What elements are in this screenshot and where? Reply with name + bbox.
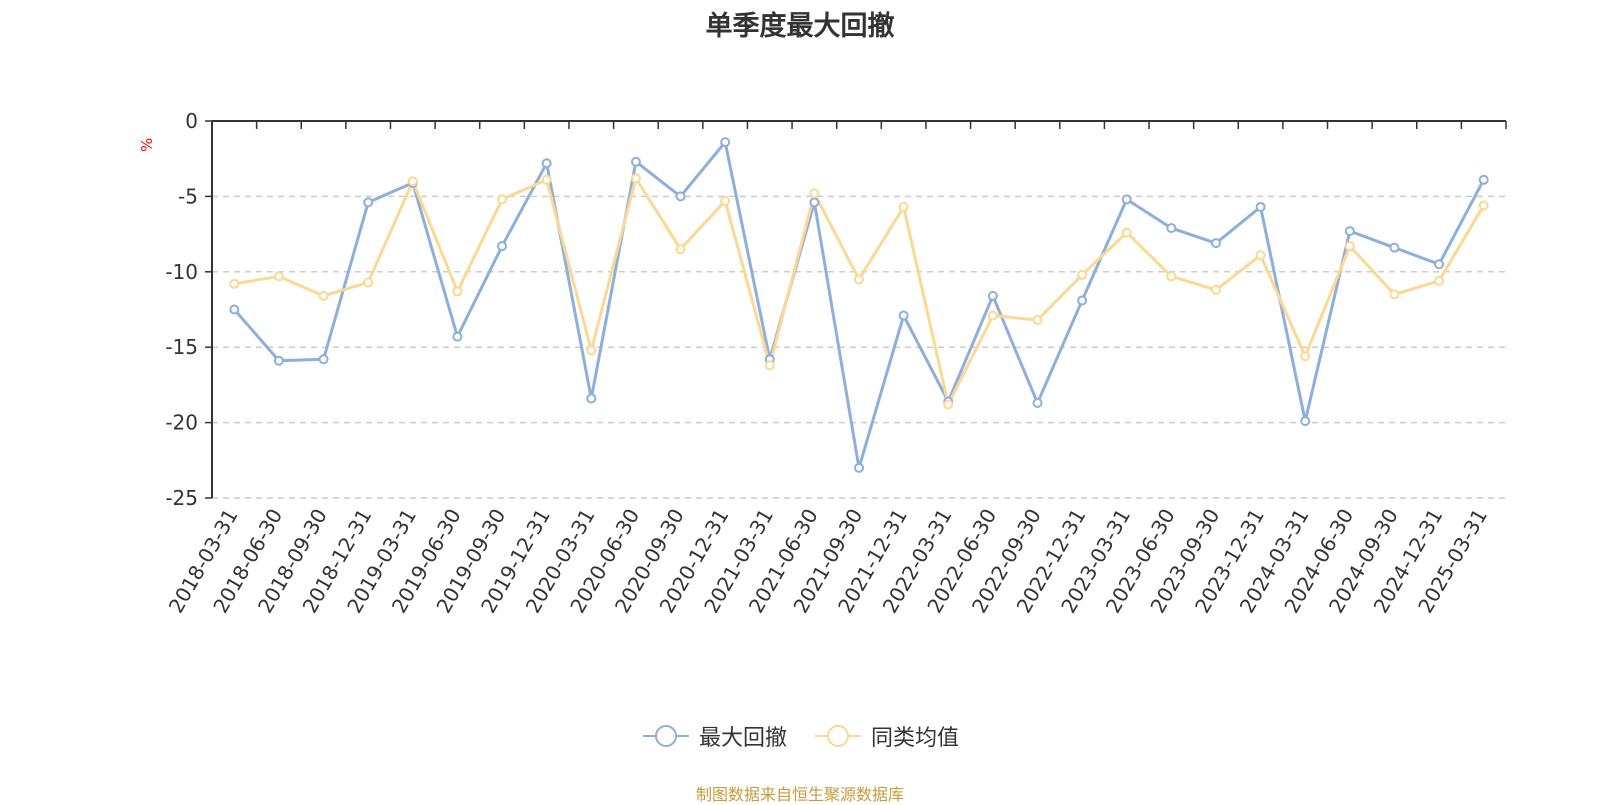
series-line-1	[233, 140, 1486, 470]
data-point-series-1	[452, 331, 463, 342]
axes	[205, 120, 1507, 499]
y-tick-label: -15	[165, 335, 198, 359]
y-tick-label: -5	[178, 184, 198, 208]
y-tick-label: -10	[165, 260, 198, 284]
data-point-series-1	[630, 156, 641, 167]
data-point-series-1	[1077, 295, 1088, 306]
data-point-series-2	[987, 310, 998, 321]
data-point-series-1	[229, 304, 240, 315]
data-point-series-1	[318, 354, 329, 365]
data-point-series-1	[1255, 201, 1266, 212]
data-point-series-1	[1032, 397, 1043, 408]
data-point-series-2	[1032, 315, 1043, 326]
data-point-series-2	[630, 173, 641, 184]
data-point-series-1	[675, 191, 686, 202]
data-point-series-1	[1389, 242, 1400, 253]
data-point-series-1	[1210, 238, 1221, 249]
data-point-series-2	[541, 174, 552, 185]
data-point-series-2	[898, 201, 909, 212]
legend-marker-series-2	[815, 725, 861, 747]
data-point-series-2	[1344, 241, 1355, 252]
legend-item-series-2[interactable]: 同类均值	[813, 720, 959, 752]
data-point-series-2	[1077, 269, 1088, 280]
data-point-series-2	[452, 286, 463, 297]
source-footer: 制图数据来自恒生聚源数据库	[695, 785, 904, 804]
data-point-series-1	[854, 462, 864, 473]
data-point-series-1	[1166, 223, 1177, 234]
data-point-series-2	[675, 244, 686, 255]
data-point-series-2	[720, 195, 731, 206]
y-tick-label: 0	[185, 109, 198, 133]
legend-marker-series-1	[642, 725, 689, 747]
y-tick-label: -25	[165, 486, 198, 510]
data-point-series-1	[809, 197, 820, 208]
data-point-series-2	[1434, 275, 1445, 286]
data-point-series-2	[854, 274, 864, 285]
data-point-series-2	[497, 194, 508, 205]
data-point-series-2	[318, 290, 329, 301]
data-point-series-1	[273, 355, 284, 366]
data-point-series-2	[363, 277, 374, 288]
data-point-series-2	[407, 176, 418, 187]
data-point-series-2	[586, 345, 597, 356]
data-point-series-1	[898, 310, 909, 321]
data-point-series-2	[764, 360, 775, 371]
grid-lines	[212, 195, 1506, 499]
legend-label-series-1: 最大回撤	[698, 726, 787, 751]
data-point-series-2	[1121, 227, 1132, 238]
data-point-series-2	[1210, 284, 1221, 295]
data-point-series-2	[1389, 289, 1400, 300]
data-point-series-1	[1478, 174, 1489, 185]
data-point-series-1	[987, 290, 998, 301]
data-point-series-1	[720, 137, 731, 148]
data-point-series-2	[273, 271, 284, 282]
data-point-series-2	[1300, 351, 1311, 362]
data-point-series-1	[541, 158, 552, 169]
legend-item-series-1[interactable]: 最大回撤	[641, 720, 787, 752]
data-point-series-2	[809, 188, 820, 199]
data-point-series-1	[363, 197, 374, 208]
data-point-series-1	[1434, 259, 1445, 270]
data-point-series-2	[1166, 271, 1177, 282]
data-point-series-2	[229, 278, 240, 289]
data-point-series-1	[586, 393, 597, 404]
data-point-series-1	[1344, 226, 1355, 237]
legend: 最大回撤 同类均值	[0, 720, 1600, 752]
y-tick-label: -20	[165, 411, 198, 435]
data-point-series-1	[1121, 194, 1132, 205]
data-point-series-1	[497, 241, 508, 252]
data-point-series-1	[1300, 416, 1311, 427]
legend-label-series-2: 同类均值	[871, 726, 960, 751]
chart-title: 单季度最大回撤	[705, 11, 895, 42]
series-lines	[229, 137, 1489, 473]
data-point-series-2	[1255, 250, 1266, 261]
data-point-series-2	[943, 399, 954, 410]
data-point-series-2	[1478, 200, 1489, 211]
